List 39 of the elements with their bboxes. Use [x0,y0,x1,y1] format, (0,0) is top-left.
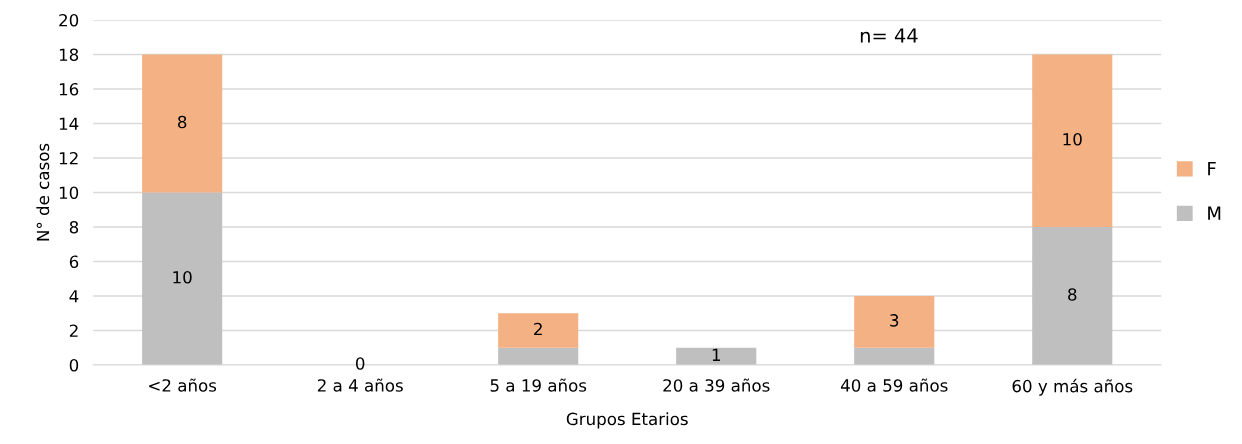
y-tick-label: 10 [59,186,79,200]
y-tick-label: 16 [59,82,79,96]
x-tick-label: 60 y más años [1012,378,1133,396]
bar [498,313,579,348]
data-label: 3 [890,314,899,327]
bar [676,347,757,365]
data-label: 2 [534,322,542,336]
y-tick-label: 12 [59,151,78,165]
annotation: n= 44 [860,28,918,43]
x-tick-label: <2 años [149,378,217,392]
y-tick-label: 6 [69,255,79,269]
bar [1032,54,1113,227]
bar [142,54,223,193]
x-tick-label: 2 a 4 años [317,378,403,392]
legend-label: F [1208,162,1216,176]
bar [854,347,935,365]
y-tick-label: 18 [59,48,79,62]
x-axis-title: Grupos Etarios [566,412,688,429]
bar [498,347,579,365]
legend-label: M [1208,206,1221,220]
x-tick-label: 20 a 39 años [663,378,770,392]
data-label: 8 [1068,288,1077,301]
data-label: 10 [173,270,192,284]
bar [854,295,935,348]
y-tick-label: 0 [69,358,79,372]
x-tick-label: 40 a 59 años [840,378,948,392]
y-tick-label: 2 [69,324,78,337]
y-axis-title: N° de casos [36,143,50,241]
y-tick-label: 4 [69,290,79,303]
data-label: 8 [177,115,187,129]
y-tick-label: 14 [59,117,79,130]
data-label: 10 [1063,132,1082,146]
x-tick-label: 5 a 19 años [490,378,587,392]
data-label: 0 [355,357,365,370]
y-tick-label: 8 [69,220,79,234]
bar [1032,226,1113,365]
data-label: 1 [712,348,720,361]
bar [142,192,223,365]
y-tick-label: 20 [59,13,79,27]
